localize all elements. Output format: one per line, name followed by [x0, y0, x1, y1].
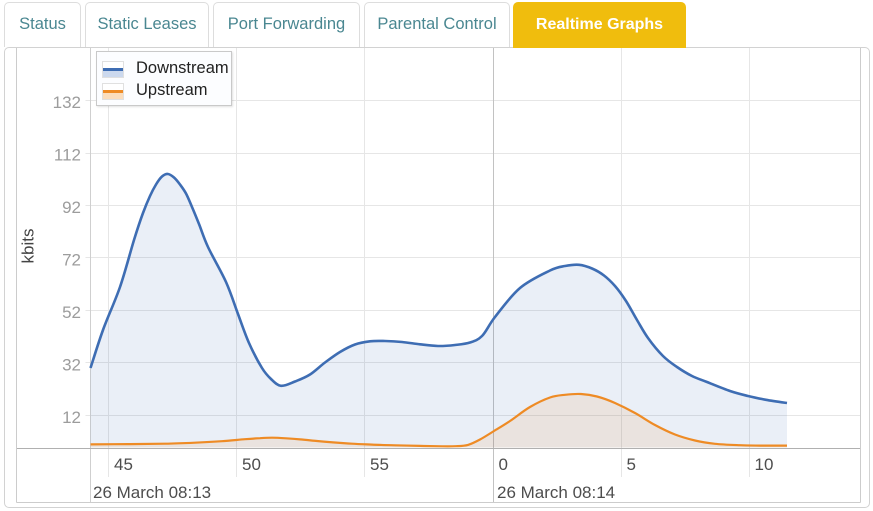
svg-text:52: 52 [62, 303, 81, 322]
svg-text:kbits: kbits [19, 229, 38, 264]
svg-text:112: 112 [54, 146, 81, 165]
svg-text:10: 10 [755, 455, 774, 474]
svg-text:26 March 08:13: 26 March 08:13 [93, 483, 211, 502]
svg-text:5: 5 [627, 455, 636, 474]
svg-text:92: 92 [62, 198, 81, 217]
svg-text:26 March 08:14: 26 March 08:14 [497, 483, 615, 502]
svg-text:72: 72 [62, 251, 81, 270]
svg-text:55: 55 [370, 455, 389, 474]
svg-text:132: 132 [53, 93, 81, 112]
svg-text:45: 45 [114, 455, 133, 474]
svg-text:32: 32 [62, 356, 81, 375]
svg-text:50: 50 [242, 455, 261, 474]
svg-text:12: 12 [62, 408, 81, 427]
svg-text:0: 0 [499, 455, 508, 474]
